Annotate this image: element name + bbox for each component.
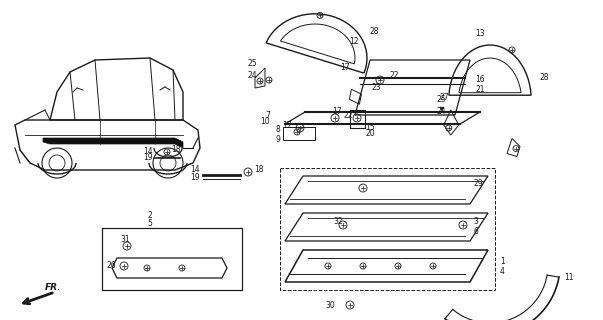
Text: 14: 14 [191, 165, 200, 174]
Text: 19: 19 [144, 154, 153, 163]
Polygon shape [43, 138, 183, 148]
Text: 28: 28 [539, 74, 549, 83]
Text: 8: 8 [275, 125, 280, 134]
Polygon shape [440, 107, 444, 111]
Text: 27: 27 [440, 92, 450, 101]
Text: 5: 5 [147, 220, 152, 228]
Text: 19: 19 [191, 173, 200, 182]
Text: 17: 17 [282, 121, 292, 130]
Text: 2: 2 [147, 212, 152, 220]
Text: 25: 25 [437, 94, 446, 103]
Text: 9: 9 [275, 134, 280, 143]
Text: 25: 25 [248, 59, 257, 68]
Text: 7: 7 [265, 110, 270, 119]
Text: 3: 3 [473, 217, 478, 226]
Text: 31: 31 [120, 236, 130, 244]
Text: 28: 28 [369, 28, 379, 36]
Text: 14: 14 [144, 148, 153, 156]
Text: 24: 24 [437, 107, 446, 116]
Text: 29: 29 [473, 180, 482, 188]
Text: 20: 20 [365, 130, 374, 139]
Text: 11: 11 [564, 273, 573, 282]
Text: 17: 17 [332, 108, 342, 116]
Text: 1: 1 [500, 258, 505, 267]
Text: 22: 22 [343, 110, 353, 119]
Text: 23: 23 [372, 84, 382, 92]
Text: 13: 13 [475, 28, 485, 37]
Text: 16: 16 [475, 76, 485, 84]
Text: FR.: FR. [45, 283, 62, 292]
Text: 24: 24 [248, 71, 257, 81]
Text: 6: 6 [473, 227, 478, 236]
Text: 18: 18 [171, 146, 180, 155]
Text: 12: 12 [350, 37, 359, 46]
Text: 26: 26 [106, 261, 116, 270]
Text: 17: 17 [340, 63, 350, 73]
Text: 30: 30 [325, 300, 335, 309]
Text: 10: 10 [260, 117, 270, 126]
Text: 15: 15 [365, 123, 374, 132]
Text: 32: 32 [333, 217, 343, 226]
Text: 22: 22 [390, 71, 400, 81]
Text: 4: 4 [500, 268, 505, 276]
Text: 18: 18 [254, 165, 264, 174]
Text: 21: 21 [475, 85, 484, 94]
